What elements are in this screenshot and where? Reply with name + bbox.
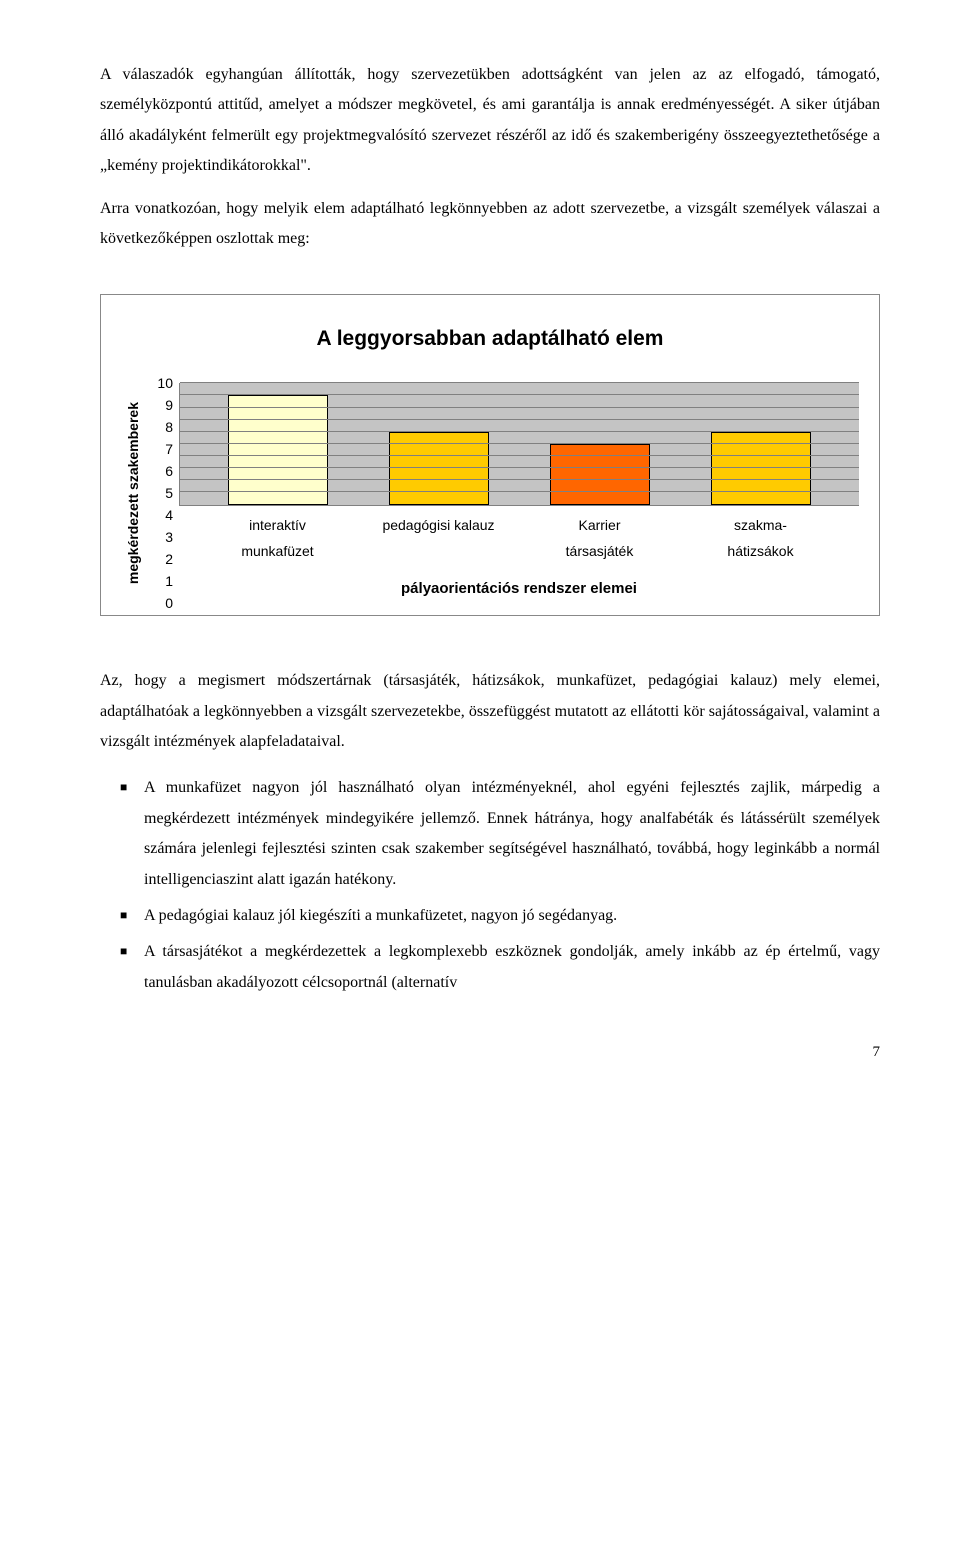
bullet-list: A munkafüzet nagyon jól használható olya… [100,773,880,998]
x-tick-label: szakma-hátizsákok [680,512,841,565]
grid-line [180,455,859,456]
bullet-item: A pedagógiai kalauz jól kiegészíti a mun… [100,901,880,931]
y-axis-label-wrap: megkérdezett szakemberek [121,383,145,603]
page-number: 7 [100,1038,880,1067]
chart-container: A leggyorsabban adaptálható elem megkérd… [100,294,880,616]
plot-area [179,383,859,505]
bar [550,444,650,505]
x-tick-label: Karriertársasjáték [519,512,680,565]
grid-line [180,443,859,444]
grid-line [180,491,859,492]
grid-line [180,419,859,420]
paragraph-3: Az, hogy a megismert módszertárnak (társ… [100,666,880,757]
grid-line [180,407,859,408]
x-tick-label: interaktívmunkafüzet [197,512,358,565]
bar [228,395,328,504]
bullet-item: A társasjátékot a megkérdezettek a legko… [100,937,880,998]
x-axis-labels: interaktívmunkafüzetpedagógisi kalauzKar… [179,506,859,565]
chart-title: A leggyorsabban adaptálható elem [121,319,859,359]
y-axis-ticks: 109876543210 [145,383,179,603]
paragraph-2: Arra vonatkozóan, hogy melyik elem adapt… [100,194,880,255]
grid-line [180,394,859,395]
bullet-item: A munkafüzet nagyon jól használható olya… [100,773,880,895]
x-axis-title: pályaorientációs rendszer elemei [179,575,859,604]
x-tick-label: pedagógisi kalauz [358,512,519,565]
grid-line [180,382,859,383]
plot-column: interaktívmunkafüzetpedagógisi kalauzKar… [179,383,859,603]
grid-line [180,467,859,468]
grid-line [180,479,859,480]
bar-group [180,383,859,504]
y-axis-label: megkérdezett szakemberek [120,402,147,584]
paragraph-1: A válaszadók egyhangúan állították, hogy… [100,60,880,182]
chart-body: megkérdezett szakemberek 109876543210 in… [121,383,859,603]
grid-line [180,431,859,432]
